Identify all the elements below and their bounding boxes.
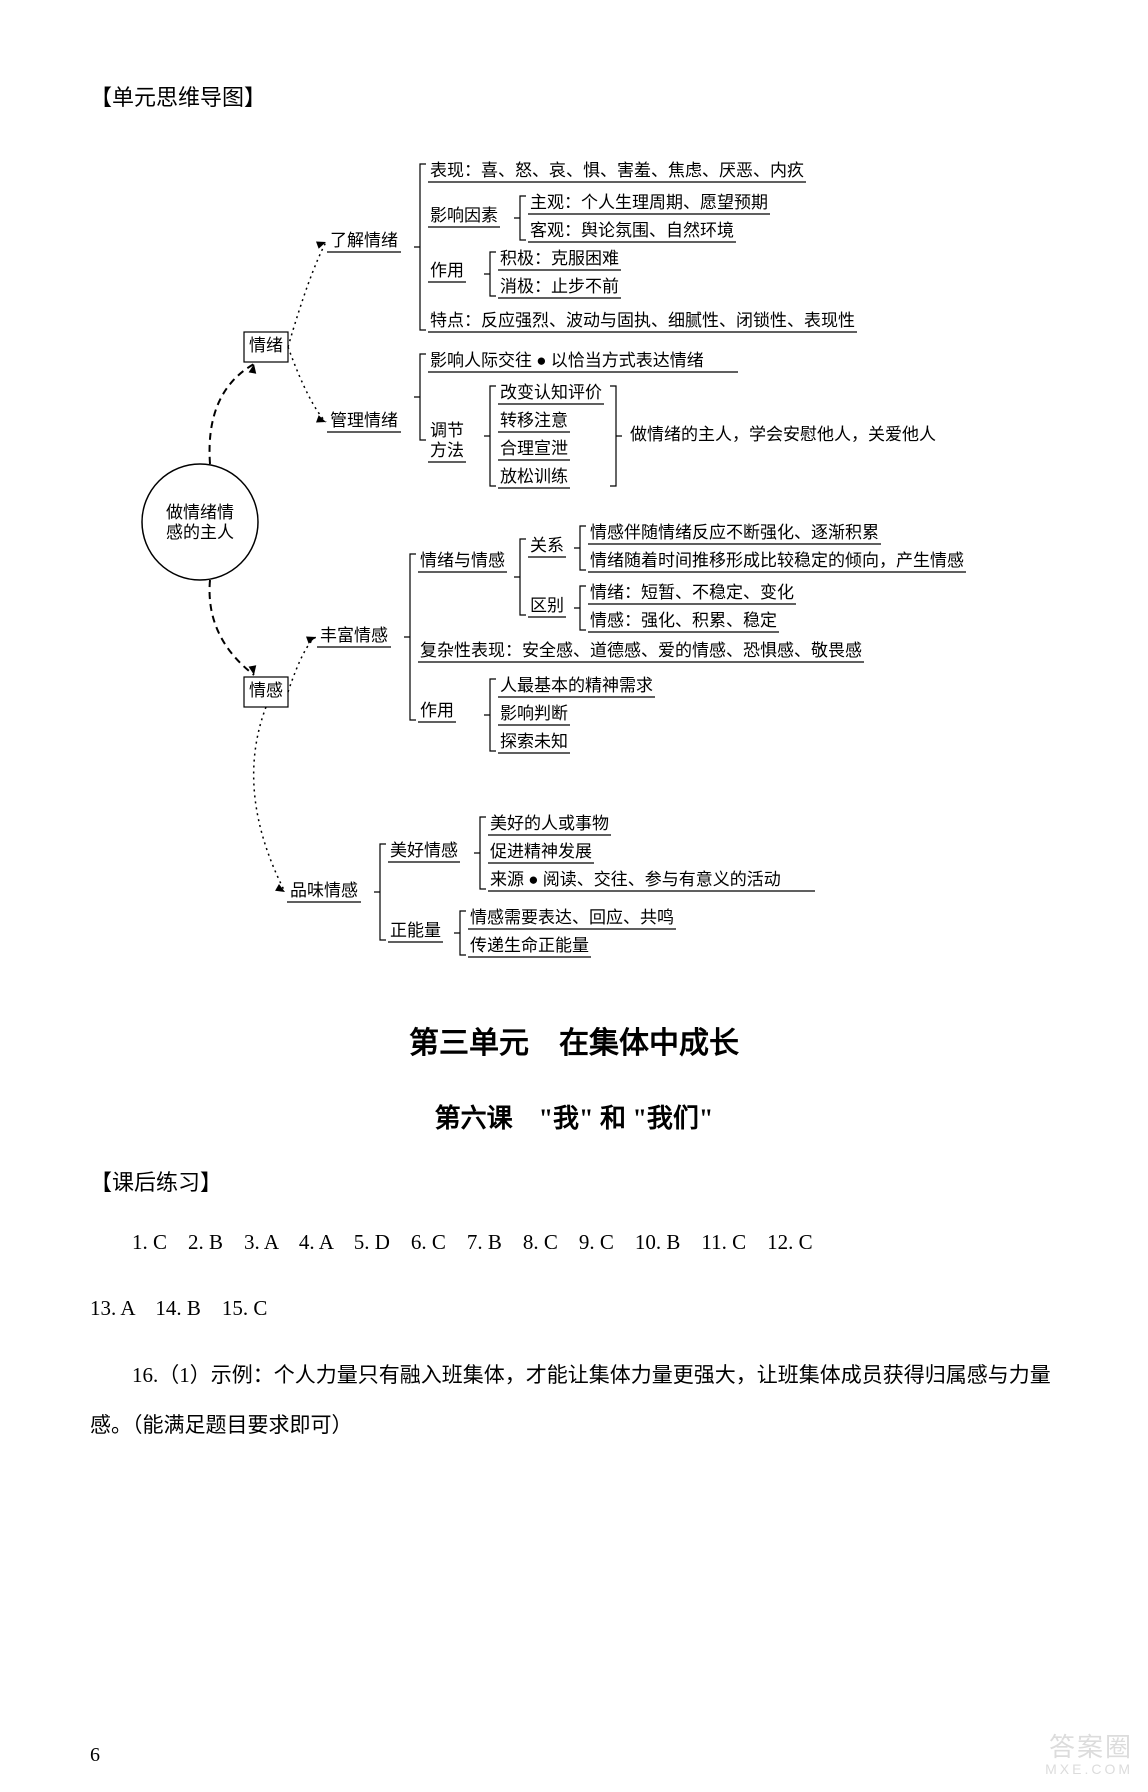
svg-text:情绪随着时间推移形成比较稳定的倾向，产生情感: 情绪随着时间推移形成比较稳定的倾向，产生情感 xyxy=(590,551,964,570)
svg-text:管理情绪: 管理情绪 xyxy=(330,411,398,430)
svg-text:探索未知: 探索未知 xyxy=(500,732,568,751)
svg-text:放松训练: 放松训练 xyxy=(500,467,568,486)
page-number: 6 xyxy=(90,1744,100,1767)
svg-text:美好的人或事物: 美好的人或事物 xyxy=(490,814,609,833)
svg-text:促进精神发展: 促进精神发展 xyxy=(490,842,592,861)
answers-mc-1: 1. C 2. B 3. A 4. A 5. D 6. C 7. B 8. C … xyxy=(90,1217,1058,1267)
svg-text:影响人际交往 ● 以恰当方式表达情绪: 影响人际交往 ● 以恰当方式表达情绪 xyxy=(430,351,704,370)
svg-text:关系: 关系 xyxy=(530,536,564,555)
svg-text:正能量: 正能量 xyxy=(390,921,441,940)
answers-mc-2: 13. A 14. B 15. C xyxy=(90,1283,1058,1333)
headings: 第三单元 在集体中成长 第六课 "我" 和 "我们" xyxy=(90,1018,1058,1135)
watermark-top: 答案圈 xyxy=(1045,1733,1133,1762)
svg-text:情感: 情感 xyxy=(249,681,283,700)
svg-text:了解情绪: 了解情绪 xyxy=(330,231,398,250)
svg-text:做情绪的主人，学会安慰他人，关爱他人: 做情绪的主人，学会安慰他人，关爱他人 xyxy=(630,425,936,444)
svg-text:积极：克服困难: 积极：克服困难 xyxy=(500,249,619,268)
watermark-bottom: MXE.COM xyxy=(1045,1762,1133,1777)
svg-text:客观：舆论氛围、自然环境: 客观：舆论氛围、自然环境 xyxy=(530,221,734,240)
svg-text:情感伴随情绪反应不断强化、逐渐积累: 情感伴随情绪反应不断强化、逐渐积累 xyxy=(590,523,879,542)
svg-text:合理宣泄: 合理宣泄 xyxy=(500,439,568,458)
svg-text:品味情感: 品味情感 xyxy=(290,881,358,900)
svg-text:情绪与情感: 情绪与情感 xyxy=(420,551,505,570)
section-label: 【单元思维导图】 xyxy=(90,80,1058,112)
svg-text:人最基本的精神需求: 人最基本的精神需求 xyxy=(500,676,653,695)
svg-text:情感：强化、积累、稳定: 情感：强化、积累、稳定 xyxy=(590,611,777,630)
svg-text:作用: 作用 xyxy=(430,261,464,280)
practice-label: 【课后练习】 xyxy=(90,1165,1058,1197)
svg-text:主观：个人生理周期、愿望预期: 主观：个人生理周期、愿望预期 xyxy=(530,193,768,212)
watermark: 答案圈 MXE.COM xyxy=(1045,1733,1133,1777)
svg-text:表现：喜、怒、哀、惧、害羞、焦虑、厌恶、内疚: 表现：喜、怒、哀、惧、害羞、焦虑、厌恶、内疚 xyxy=(430,161,804,180)
svg-text:来源 ● 阅读、交往、参与有意义的活动: 来源 ● 阅读、交往、参与有意义的活动 xyxy=(490,870,781,889)
unit-title: 第三单元 在集体中成长 xyxy=(90,1018,1058,1062)
svg-text:情绪：短暂、不稳定、变化: 情绪：短暂、不稳定、变化 xyxy=(590,583,794,602)
svg-text:转移注意: 转移注意 xyxy=(500,411,568,430)
svg-text:感的主人: 感的主人 xyxy=(166,523,234,542)
svg-text:情绪: 情绪 xyxy=(249,336,283,355)
svg-text:美好情感: 美好情感 xyxy=(390,841,458,860)
svg-text:消极：止步不前: 消极：止步不前 xyxy=(500,277,619,296)
svg-text:作用: 作用 xyxy=(420,701,454,720)
svg-text:方法: 方法 xyxy=(430,441,464,460)
svg-text:影响判断: 影响判断 xyxy=(500,704,568,723)
svg-text:复杂性表现：安全感、道德感、爱的情感、恐惧感、敬畏感: 复杂性表现：安全感、道德感、爱的情感、恐惧感、敬畏感 xyxy=(420,641,862,660)
svg-text:特点：反应强烈、波动与固执、细腻性、闭锁性、表现性: 特点：反应强烈、波动与固执、细腻性、闭锁性、表现性 xyxy=(430,311,855,330)
svg-text:改变认知评价: 改变认知评价 xyxy=(500,383,602,402)
svg-text:情感需要表达、回应、共鸣: 情感需要表达、回应、共鸣 xyxy=(470,908,674,927)
svg-text:丰富情感: 丰富情感 xyxy=(320,626,388,645)
svg-text:影响因素: 影响因素 xyxy=(430,206,498,225)
svg-text:区别: 区别 xyxy=(530,596,564,615)
answers-16: 16.（1）示例：个人力量只有融入班集体，才能让集体力量更强大，让班集体成员获得… xyxy=(90,1350,1058,1451)
svg-text:调节: 调节 xyxy=(430,421,464,440)
mindmap-diagram: 做情绪情感的主人情绪情感了解情绪表现：喜、怒、哀、惧、害羞、焦虑、厌恶、内疚影响… xyxy=(90,132,1070,982)
lesson-title: 第六课 "我" 和 "我们" xyxy=(90,1098,1058,1135)
svg-text:传递生命正能量: 传递生命正能量 xyxy=(470,936,589,955)
svg-text:做情绪情: 做情绪情 xyxy=(166,503,234,522)
